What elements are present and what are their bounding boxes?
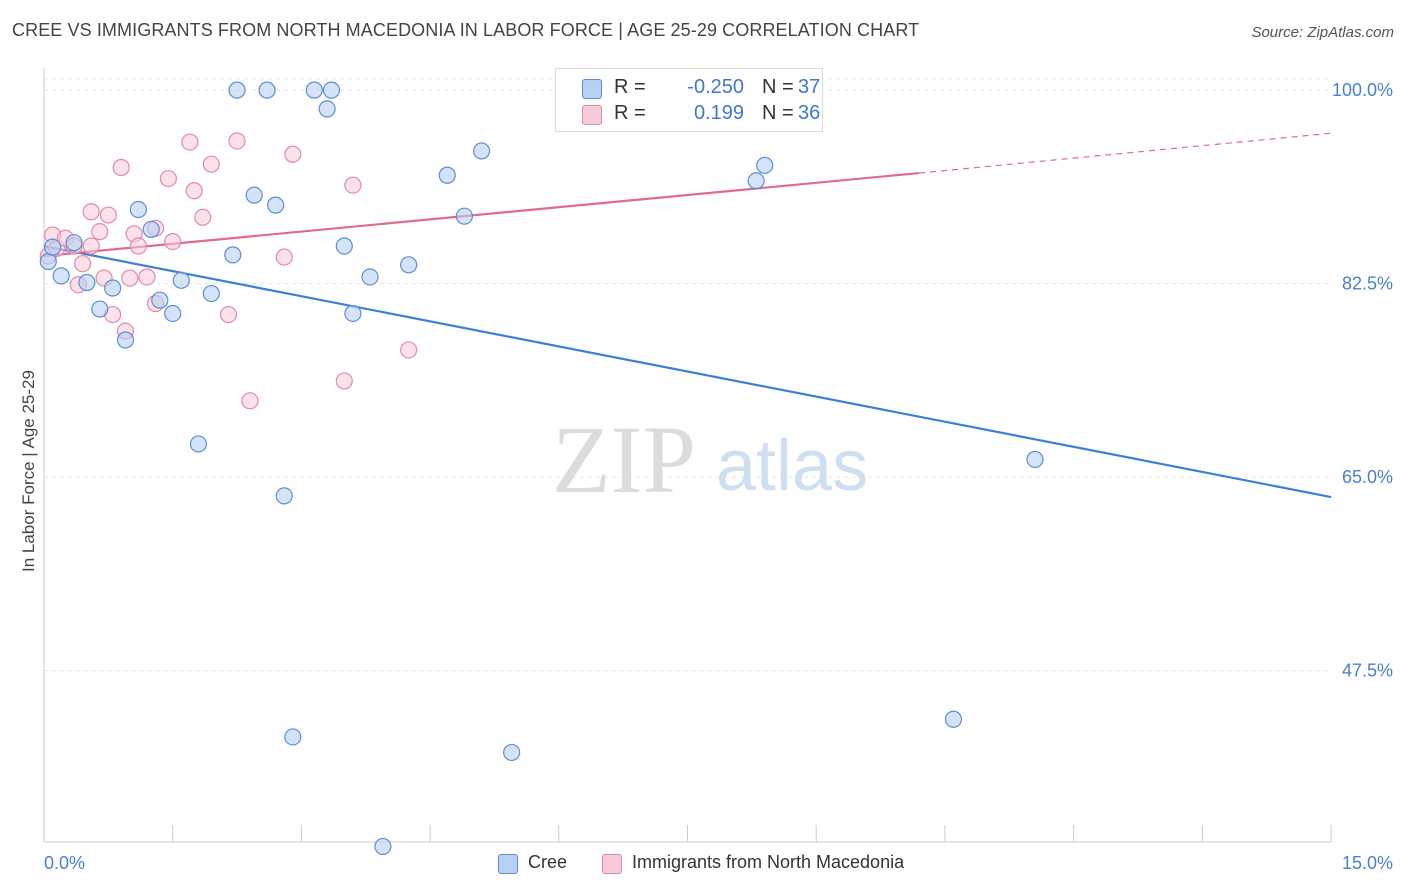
- data-point-cree: [164, 304, 182, 323]
- data-point-cree: [374, 837, 392, 856]
- x-tick-label: 15.0%: [1342, 853, 1393, 873]
- trend-layer: [43, 132, 1332, 499]
- watermark-atlas: atlas: [716, 426, 868, 506]
- data-point-cree: [258, 81, 276, 99]
- points-layer: [39, 81, 1044, 856]
- data-point-macedonia: [219, 305, 238, 324]
- legend-r-label: R =: [614, 76, 646, 98]
- legend-swatch-cree: [582, 79, 602, 99]
- legend-r-label: R =: [614, 102, 646, 124]
- series-swatch-cree: [498, 854, 518, 874]
- data-point-cree: [202, 284, 220, 303]
- ticks-layer: 47.5% 65.0% 82.5% 100.0% 0.0% 15.0%: [43, 80, 1393, 873]
- data-point-macedonia: [284, 145, 302, 163]
- data-point-macedonia: [228, 132, 246, 150]
- data-point-macedonia: [400, 341, 418, 359]
- data-point-cree: [104, 279, 122, 297]
- data-point-cree: [335, 237, 353, 255]
- data-point-cree: [189, 435, 208, 453]
- data-point-cree: [275, 487, 293, 505]
- data-point-cree: [52, 267, 70, 285]
- trend-line-macedonia-extension: [919, 132, 1332, 174]
- data-point-macedonia: [202, 155, 220, 173]
- grid-layer: [44, 78, 1331, 672]
- watermark-zip: ZIP: [552, 406, 696, 513]
- data-point-cree: [267, 196, 285, 214]
- series-label-cree: Cree: [528, 852, 568, 872]
- data-point-cree: [116, 331, 135, 349]
- series-label-macedonia: Immigrants from North Macedonia: [632, 852, 905, 872]
- legend-n-value: 37: [798, 76, 821, 98]
- legend-r-value: -0.250: [687, 76, 744, 98]
- data-point-macedonia: [82, 237, 100, 255]
- data-point-cree: [39, 252, 57, 271]
- data-point-cree: [172, 271, 190, 289]
- trend-line-cree: [43, 244, 1332, 499]
- data-point-cree: [245, 186, 263, 204]
- data-point-cree: [129, 200, 147, 219]
- data-point-macedonia: [159, 169, 178, 188]
- legend-swatch-macedonia: [582, 105, 602, 125]
- data-point-macedonia: [164, 232, 182, 251]
- data-point-cree: [65, 234, 83, 252]
- data-point-cree: [43, 238, 62, 256]
- data-point-macedonia: [129, 237, 147, 255]
- legend-r-value: 0.199: [693, 102, 744, 124]
- data-point-cree: [151, 291, 169, 309]
- legend-n-value: 36: [798, 102, 821, 124]
- data-point-cree: [361, 268, 379, 286]
- data-point-cree: [472, 142, 491, 160]
- y-tick-label: 65.0%: [1342, 467, 1393, 487]
- data-point-macedonia: [82, 203, 100, 221]
- chart-title: CREE VS IMMIGRANTS FROM NORTH MACEDONIA …: [12, 20, 920, 40]
- y-axis-label: In Labor Force | Age 25-29: [19, 370, 38, 572]
- legend-n-label: N =: [762, 76, 794, 98]
- data-point-macedonia: [181, 133, 199, 151]
- data-point-macedonia: [74, 255, 92, 273]
- data-point-macedonia: [194, 208, 212, 226]
- data-point-cree: [228, 81, 246, 99]
- data-point-cree: [455, 207, 474, 225]
- data-point-macedonia: [241, 392, 259, 410]
- data-point-cree: [756, 156, 774, 174]
- data-point-cree: [503, 743, 521, 762]
- data-point-cree: [78, 273, 96, 292]
- data-point-macedonia: [185, 182, 203, 200]
- data-point-cree: [142, 220, 160, 239]
- legend-n-label: N =: [762, 102, 794, 124]
- data-point-macedonia: [99, 206, 117, 224]
- y-tick-label: 100.0%: [1332, 80, 1393, 100]
- series-swatch-macedonia: [602, 854, 622, 874]
- data-point-cree: [400, 256, 418, 274]
- data-point-macedonia: [112, 158, 130, 177]
- data-point-macedonia: [138, 268, 156, 286]
- y-tick-label: 82.5%: [1342, 274, 1393, 294]
- data-point-cree: [305, 81, 323, 99]
- data-point-macedonia: [344, 176, 362, 194]
- data-point-cree: [224, 246, 242, 264]
- data-point-cree: [91, 300, 109, 318]
- watermark: ZIP atlas: [552, 406, 868, 513]
- data-point-macedonia: [91, 223, 109, 241]
- data-point-cree: [318, 100, 336, 118]
- data-point-macedonia: [121, 269, 139, 287]
- data-point-cree: [944, 710, 963, 728]
- data-point-cree: [284, 728, 302, 746]
- correlation-legend: R = -0.250 N = 37 R = 0.199 N = 36: [555, 68, 823, 132]
- data-point-cree: [438, 166, 456, 184]
- y-tick-label: 47.5%: [1342, 661, 1393, 681]
- source-credit: Source: ZipAtlas.com: [1251, 24, 1394, 41]
- data-point-cree: [322, 81, 341, 99]
- data-point-cree: [747, 172, 765, 190]
- data-point-cree: [1026, 450, 1044, 469]
- data-point-cree: [344, 304, 362, 323]
- data-point-macedonia: [335, 372, 353, 390]
- data-point-macedonia: [275, 248, 293, 266]
- trend-line-macedonia: [43, 171, 920, 258]
- x-tick-label: 0.0%: [44, 853, 85, 873]
